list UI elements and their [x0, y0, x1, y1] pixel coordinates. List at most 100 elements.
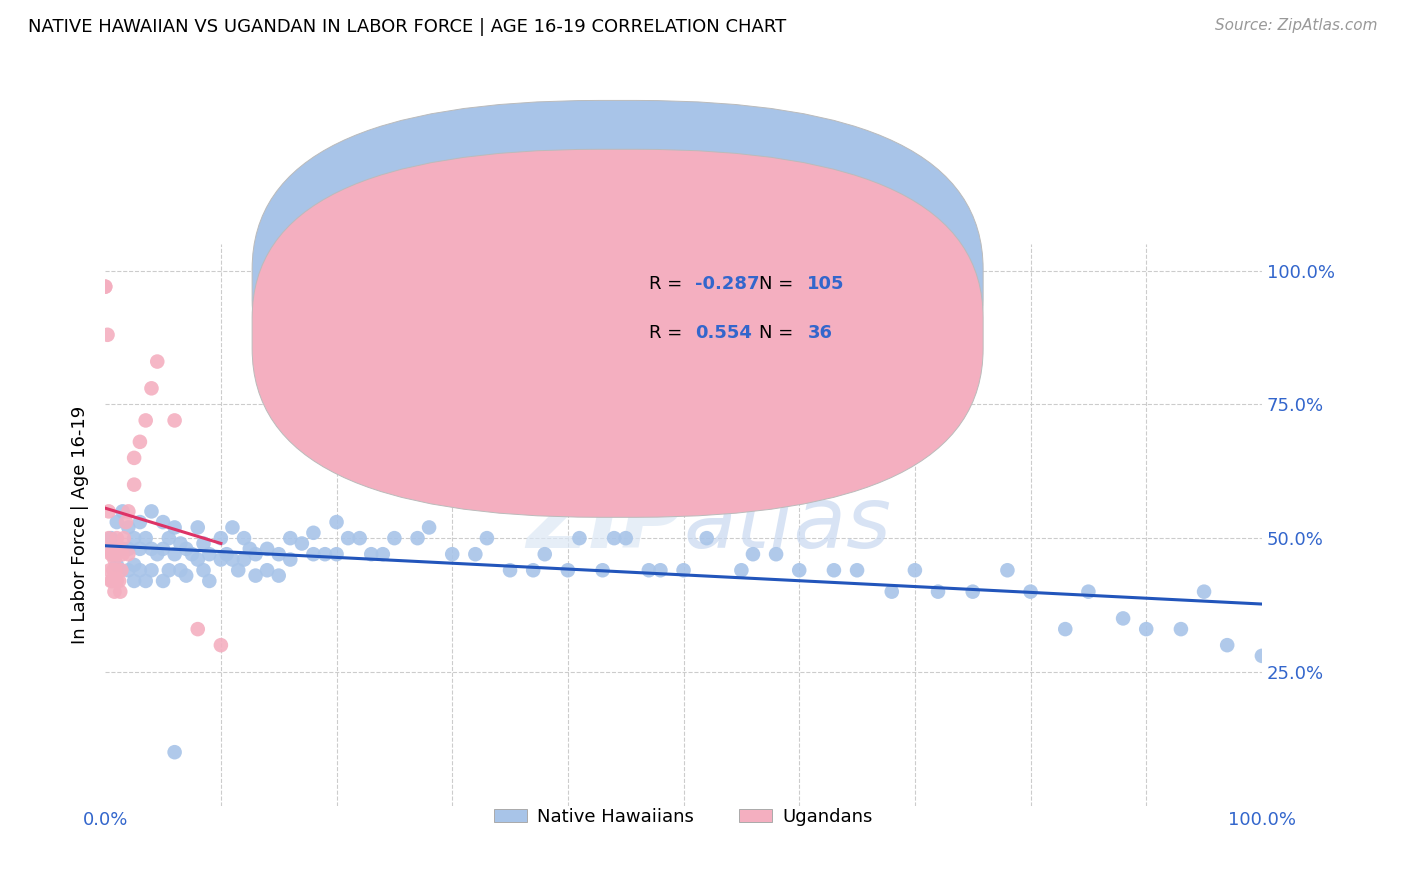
- Point: [614, 531, 637, 545]
- Point: [278, 552, 301, 566]
- Text: R =: R =: [648, 325, 693, 343]
- Point: [233, 531, 256, 545]
- Text: 36: 36: [807, 325, 832, 343]
- Point: [111, 547, 134, 561]
- Point: [101, 547, 124, 561]
- Point: [111, 541, 134, 556]
- Point: [110, 584, 132, 599]
- Point: [1251, 648, 1274, 663]
- Point: [129, 541, 152, 556]
- Point: [122, 531, 145, 545]
- Point: [163, 547, 186, 561]
- Point: [100, 574, 122, 588]
- Point: [650, 563, 672, 577]
- Point: [97, 504, 120, 518]
- Point: [103, 547, 125, 561]
- Legend: Native Hawaiians, Ugandans: Native Hawaiians, Ugandans: [486, 801, 880, 833]
- Point: [135, 531, 157, 545]
- Point: [314, 547, 336, 561]
- Point: [108, 574, 131, 588]
- FancyBboxPatch shape: [252, 149, 983, 517]
- Point: [221, 520, 243, 534]
- Point: [787, 563, 810, 577]
- Point: [122, 574, 145, 588]
- Point: [112, 531, 135, 545]
- Point: [110, 563, 132, 577]
- Point: [880, 584, 903, 599]
- Point: [122, 558, 145, 572]
- Point: [169, 563, 191, 577]
- Text: NATIVE HAWAIIAN VS UGANDAN IN LABOR FORCE | AGE 16-19 CORRELATION CHART: NATIVE HAWAIIAN VS UGANDAN IN LABOR FORC…: [28, 18, 786, 36]
- Point: [371, 547, 394, 561]
- Point: [98, 541, 121, 556]
- Point: [696, 531, 718, 545]
- Point: [174, 568, 197, 582]
- Y-axis label: In Labor Force | Age 16-19: In Labor Force | Age 16-19: [72, 406, 89, 644]
- Point: [146, 354, 169, 368]
- Point: [239, 541, 262, 556]
- Point: [1192, 584, 1215, 599]
- Point: [1019, 584, 1042, 599]
- Point: [302, 547, 325, 561]
- Point: [742, 547, 765, 561]
- Point: [94, 279, 117, 293]
- FancyBboxPatch shape: [252, 101, 983, 468]
- Point: [730, 563, 752, 577]
- Point: [122, 477, 145, 491]
- Point: [568, 531, 591, 545]
- Point: [533, 547, 555, 561]
- Point: [193, 536, 215, 550]
- Point: [637, 563, 659, 577]
- FancyBboxPatch shape: [579, 260, 897, 370]
- Point: [198, 547, 221, 561]
- Point: [108, 541, 131, 556]
- Text: N =: N =: [759, 325, 804, 343]
- Point: [325, 515, 347, 529]
- Point: [117, 520, 139, 534]
- Point: [141, 504, 163, 518]
- Point: [163, 520, 186, 534]
- Point: [221, 552, 243, 566]
- Point: [245, 547, 267, 561]
- Point: [384, 531, 406, 545]
- Point: [117, 563, 139, 577]
- Point: [135, 413, 157, 427]
- Point: [1054, 622, 1077, 636]
- Point: [146, 547, 169, 561]
- Point: [141, 381, 163, 395]
- Point: [349, 531, 371, 545]
- Point: [122, 450, 145, 465]
- Point: [96, 327, 118, 342]
- Point: [152, 515, 174, 529]
- Point: [152, 574, 174, 588]
- Text: atlas: atlas: [683, 483, 891, 566]
- Point: [105, 558, 128, 572]
- Point: [100, 547, 122, 561]
- Point: [962, 584, 984, 599]
- Point: [157, 531, 180, 545]
- Point: [129, 434, 152, 449]
- Point: [105, 547, 128, 561]
- Point: [256, 563, 278, 577]
- Point: [267, 547, 290, 561]
- Text: 0.554: 0.554: [695, 325, 752, 343]
- Point: [111, 504, 134, 518]
- Point: [209, 552, 232, 566]
- Point: [117, 504, 139, 518]
- Point: [1112, 611, 1135, 625]
- Point: [105, 515, 128, 529]
- Point: [278, 531, 301, 545]
- Point: [129, 515, 152, 529]
- Point: [603, 531, 626, 545]
- Point: [105, 531, 128, 545]
- Point: [672, 563, 695, 577]
- Point: [181, 547, 204, 561]
- Point: [765, 547, 787, 561]
- Point: [198, 574, 221, 588]
- Point: [475, 531, 498, 545]
- Point: [302, 525, 325, 540]
- Point: [291, 536, 314, 550]
- Point: [499, 563, 522, 577]
- Point: [141, 541, 163, 556]
- Point: [152, 541, 174, 556]
